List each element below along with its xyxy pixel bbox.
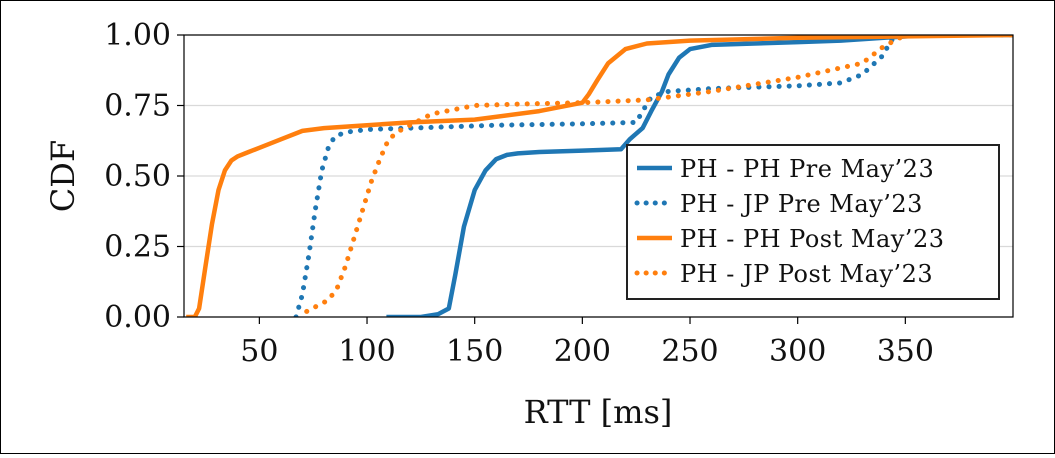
y-tick-label: 0.00 [104, 300, 171, 335]
x-tick-label: 150 [446, 334, 503, 369]
legend-label-2: PH - PH Post May’23 [680, 225, 944, 253]
x-tick-label: 200 [554, 334, 611, 369]
y-axis-title: CDF [44, 140, 82, 212]
x-tick-label: 50 [240, 334, 278, 369]
series-line-1 [293, 35, 1013, 317]
series-lines [186, 35, 1013, 317]
series-line-3 [304, 35, 1013, 314]
series-line-2 [186, 35, 1013, 317]
y-tick-label: 0.25 [104, 230, 171, 265]
legend-label-1: PH - JP Pre May’23 [680, 190, 923, 218]
legend-label-3: PH - JP Post May’23 [680, 260, 933, 288]
legend-label-0: PH - PH Pre May’23 [680, 155, 934, 183]
x-tick-label: 300 [769, 334, 826, 369]
x-axis-ticks: 50 100 150 200 250 300 350 [240, 317, 934, 369]
x-tick-label: 100 [338, 334, 395, 369]
legend-box [626, 144, 1000, 300]
x-tick-label: 250 [661, 334, 718, 369]
y-tick-label: 1.00 [104, 18, 171, 53]
y-tick-label: 0.50 [104, 159, 171, 194]
y-tick-label: 0.75 [104, 89, 171, 124]
x-tick-label: 350 [877, 334, 934, 369]
legend: PH - PH Pre May’23 PH - JP Pre May’23 PH -… [626, 144, 1000, 300]
y-axis-ticks: 0.00 0.25 0.50 0.75 1.00 [104, 18, 184, 335]
series-line-0 [386, 35, 1013, 317]
x-axis-title: RTT [ms] [524, 393, 673, 431]
